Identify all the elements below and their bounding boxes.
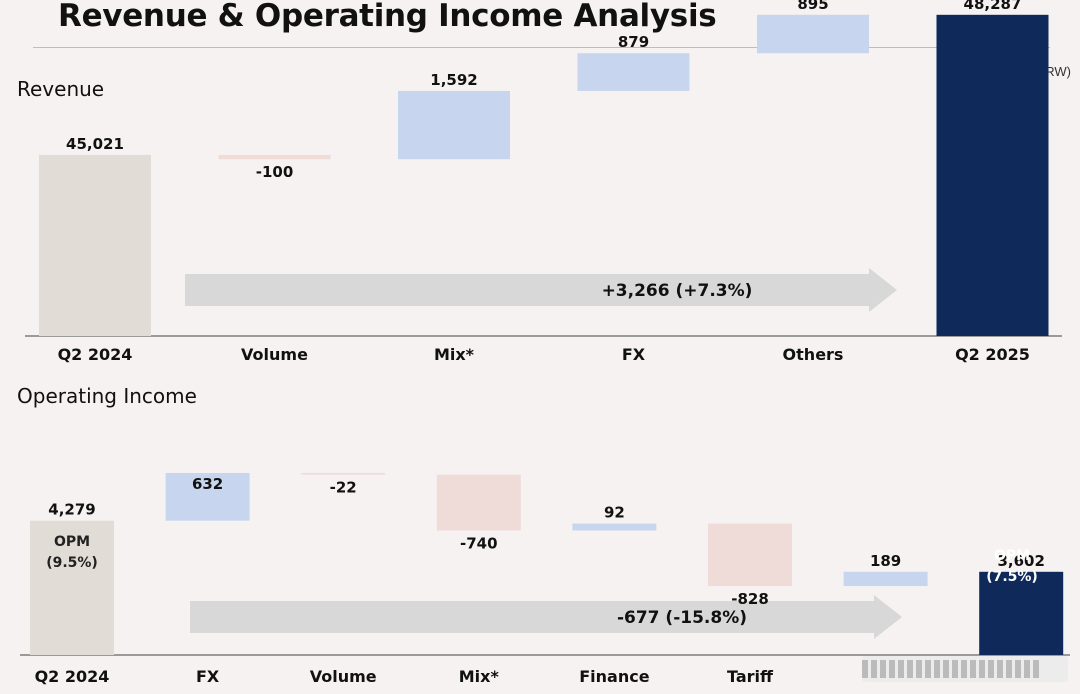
revenue-value-label-others: 895: [797, 0, 828, 13]
revenue-value-label-q2-2024: 45,021: [66, 135, 124, 153]
operating-income-value-label-volume: -22: [330, 479, 357, 497]
operating-income-value-label-finance: 92: [604, 504, 625, 522]
revenue-category-label-others: Others: [783, 345, 844, 364]
revenue-bar-mix: [398, 90, 510, 160]
operating-income-bar-q2-2025: [979, 571, 1064, 655]
page-title: Revenue & Operating Income Analysis: [58, 0, 717, 34]
operating-income-bar-tariff: [708, 523, 792, 587]
revenue-category-label-fx: FX: [622, 345, 646, 364]
operating-income-category-label-mix: Mix*: [459, 667, 500, 686]
operating-income-change-label: -677 (-15.8%): [617, 608, 747, 628]
revenue-value-label-mix: 1,592: [430, 71, 477, 89]
revenue-value-label-q2-2025: 48,287: [964, 0, 1022, 13]
operating-income-bar-finance: [572, 523, 657, 531]
revenue-bar-fx: [577, 53, 690, 91]
operating-income-category-label-fx: FX: [196, 667, 220, 686]
revenue-category-label-q2-2024: Q2 2024: [58, 345, 133, 364]
title-divider: [33, 47, 1050, 48]
revenue-category-label-q2-2025: Q2 2025: [955, 345, 1030, 364]
start-opm-value: (9.5%): [46, 555, 98, 571]
operating-income-value-label-fx: 632: [192, 475, 223, 493]
revenue-category-label-mix: Mix*: [434, 345, 475, 364]
revenue-value-label-fx: 879: [618, 33, 649, 51]
revenue-change-arrow: [185, 268, 897, 312]
revenue-section-title: Revenue: [17, 77, 105, 101]
revenue-change-label: +3,266 (+7.3%): [602, 281, 753, 301]
operating-income-category-label-tariff: Tariff: [727, 667, 774, 686]
operating-income-bar-others: [843, 571, 928, 587]
revenue-bar-others: [757, 14, 869, 54]
revenue-value-label-volume: -100: [256, 163, 294, 181]
operating-income-value-label-q2-2025: 3,602: [997, 552, 1044, 570]
operating-income-bar-q2-2024: [30, 520, 114, 655]
operating-income-bar-volume: [301, 472, 386, 475]
end-opm-label: OPM: [994, 548, 1030, 564]
operating-income-category-label-q2-2024: Q2 2024: [35, 667, 110, 686]
start-opm-label: OPM: [54, 534, 90, 550]
end-opm-value: (7.5%): [986, 569, 1038, 585]
operating-income-category-label-volume: Volume: [310, 667, 377, 686]
operating-income-change-arrow: [190, 595, 902, 639]
operating-income-value-label-others: 189: [870, 552, 901, 570]
revenue-bar-q2-2024: [39, 154, 151, 336]
operating-income-value-label-mix: -740: [460, 535, 498, 553]
revenue-bar-volume: [218, 154, 331, 160]
operating-income-value-label-q2-2024: 4,279: [48, 501, 95, 519]
operating-income-value-label-tariff: -828: [731, 590, 769, 608]
revenue-bar-q2-2025: [936, 14, 1049, 336]
operating-income-bar-fx: [165, 472, 250, 521]
revenue-category-label-volume: Volume: [241, 345, 308, 364]
watermark-overlay: [862, 656, 1068, 682]
operating-income-category-label-finance: Finance: [579, 667, 649, 686]
operating-income-section-title: Operating Income: [17, 384, 197, 408]
operating-income-bar-mix: [436, 474, 521, 531]
